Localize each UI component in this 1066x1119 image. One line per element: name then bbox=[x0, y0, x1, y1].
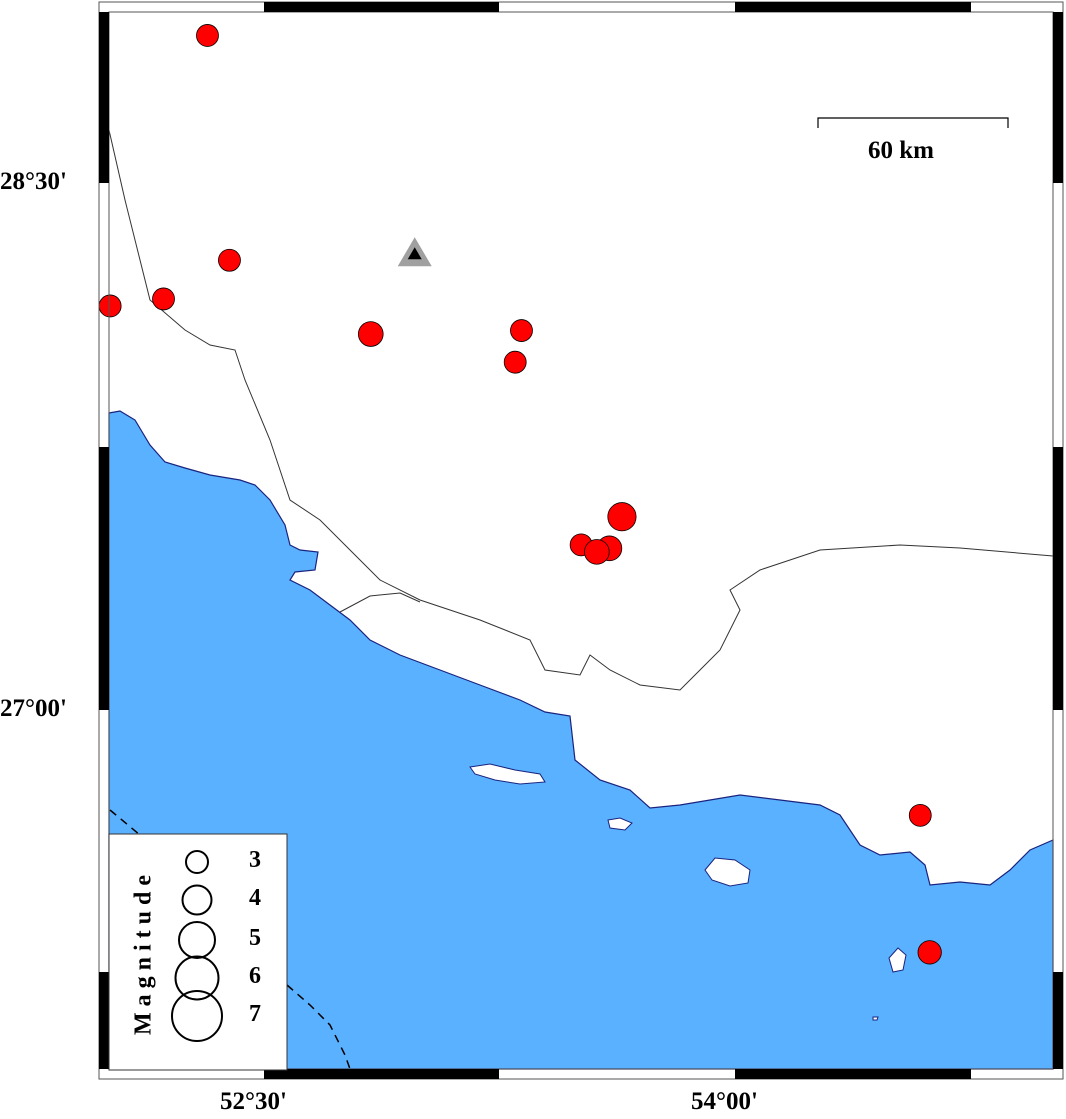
legend-label: 4 bbox=[249, 885, 261, 911]
legend-label: 6 bbox=[249, 963, 261, 989]
legend-circle bbox=[171, 990, 223, 1042]
earthquake-marker bbox=[503, 350, 527, 374]
frame-segment bbox=[1053, 447, 1063, 710]
plate-boundary bbox=[109, 809, 351, 1070]
frame-segment bbox=[264, 2, 499, 12]
legend-title: Magnitude bbox=[130, 868, 157, 1036]
triangle-icon bbox=[407, 247, 422, 260]
earthquake-marker bbox=[607, 502, 637, 532]
legend-label: 7 bbox=[249, 1001, 261, 1027]
frame-segment bbox=[735, 1069, 971, 1079]
legend-circle bbox=[178, 921, 216, 959]
earthquake-marker bbox=[196, 24, 219, 47]
earthquake-marker bbox=[218, 248, 241, 272]
islands bbox=[469, 763, 907, 1021]
legend-circle bbox=[181, 884, 213, 916]
earthquake-marker bbox=[152, 287, 175, 311]
boundaries bbox=[108, 129, 1054, 691]
earthquake-marker bbox=[908, 803, 932, 827]
earthquake-marker bbox=[917, 940, 942, 965]
earthquake-marker bbox=[98, 294, 122, 318]
events-layer bbox=[98, 24, 942, 965]
legend-circle bbox=[174, 955, 220, 1001]
earthquake-marker bbox=[510, 319, 533, 342]
frame-segment bbox=[99, 972, 109, 1069]
map-frame bbox=[98, 1, 1064, 1080]
legend bbox=[108, 833, 288, 1071]
legend-circle bbox=[185, 850, 209, 874]
frame-segment bbox=[1053, 972, 1063, 1069]
y-tick-label: 28°30' bbox=[0, 168, 67, 195]
scale-bar bbox=[817, 117, 1009, 128]
station-layer bbox=[397, 237, 432, 267]
frame-segment bbox=[99, 447, 109, 710]
frame-segment bbox=[264, 1069, 499, 1079]
frame-segment bbox=[99, 12, 109, 183]
legend-label: 3 bbox=[249, 847, 261, 873]
scale-bar-label: 60 km bbox=[868, 137, 934, 164]
x-tick-label: 54°00' bbox=[691, 1088, 758, 1115]
earthquake-marker bbox=[584, 539, 610, 565]
y-tick-label: 27°00' bbox=[0, 695, 67, 722]
frame-segment bbox=[735, 2, 971, 12]
earthquake-marker bbox=[357, 321, 384, 347]
x-tick-label: 52°30' bbox=[220, 1088, 287, 1115]
sea bbox=[108, 410, 1054, 1070]
legend-label: 5 bbox=[249, 925, 261, 951]
frame-segment bbox=[1053, 12, 1063, 183]
